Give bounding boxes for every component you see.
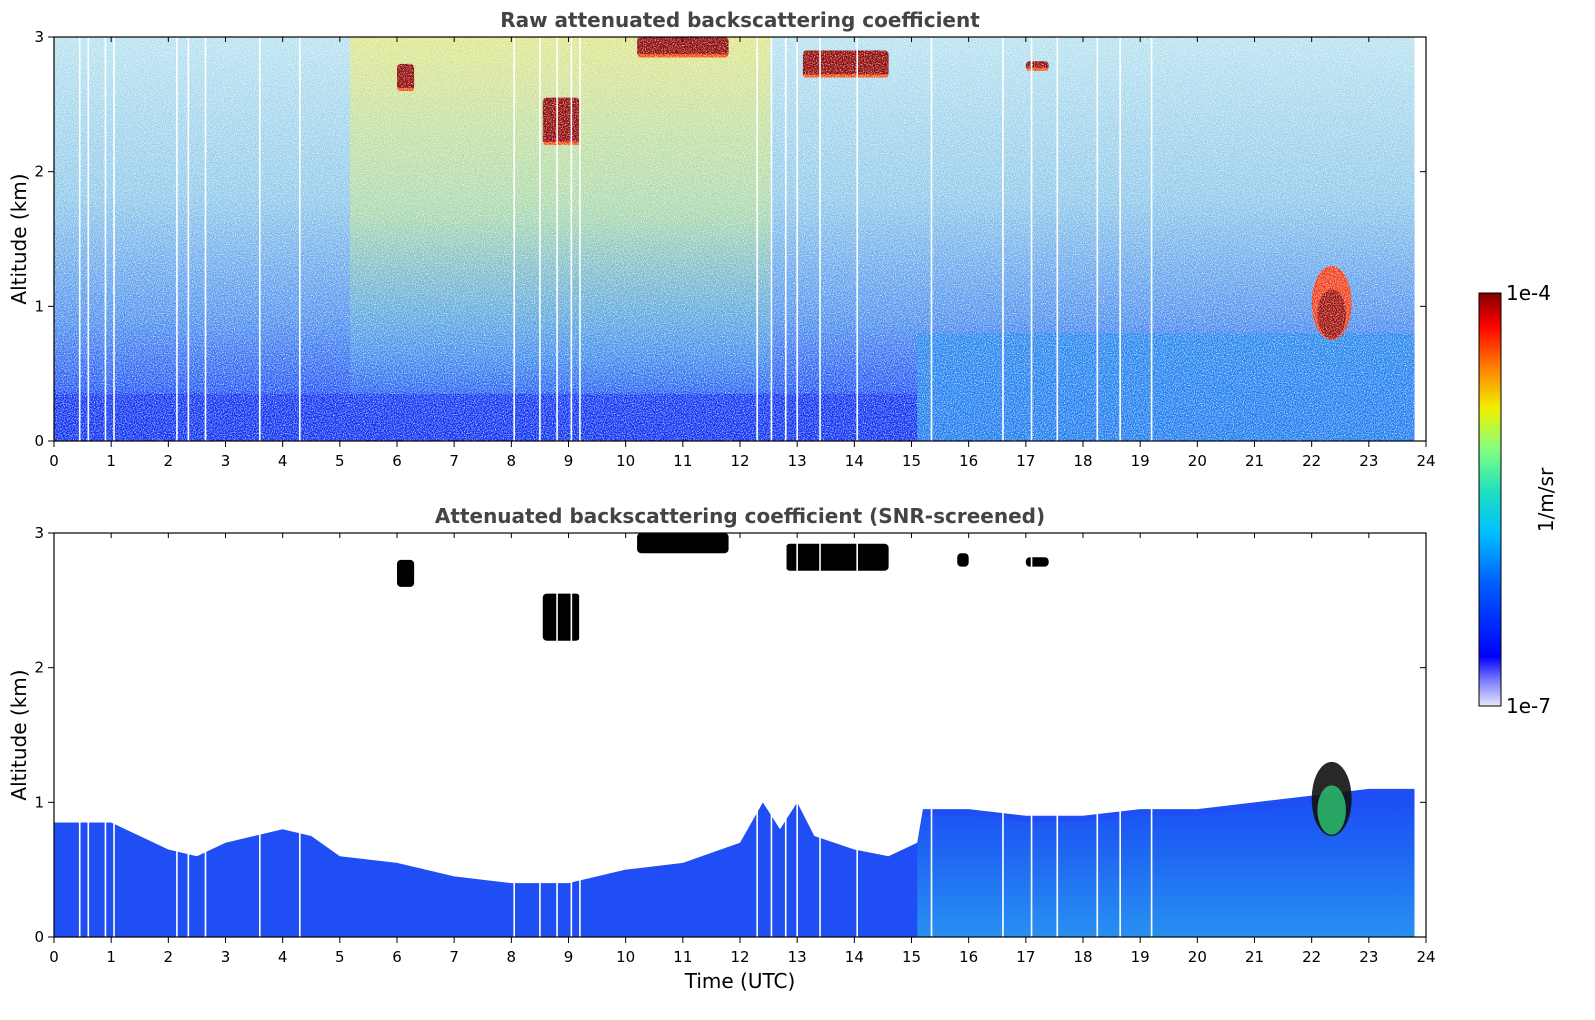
raw-backscatter-panel: Raw attenuated backscattering coefficien… bbox=[7, 8, 1436, 470]
x-tick-label: 11 bbox=[673, 948, 692, 966]
low-cloud-core bbox=[1317, 785, 1346, 835]
x-tick-label: 8 bbox=[507, 452, 517, 470]
x-tick-label: 1 bbox=[106, 948, 116, 966]
x-tick-label: 3 bbox=[221, 948, 231, 966]
x-tick-label: 15 bbox=[902, 948, 921, 966]
x-tick-label: 8 bbox=[507, 948, 517, 966]
x-tick-label: 5 bbox=[335, 948, 345, 966]
raw-panel-title: Raw attenuated backscattering coefficien… bbox=[500, 8, 980, 32]
x-tick-label: 18 bbox=[1073, 452, 1092, 470]
screened-panel-title: Attenuated backscattering coefficient (S… bbox=[435, 504, 1045, 528]
screened-no-data-region bbox=[1414, 533, 1426, 937]
x-tick-label: 2 bbox=[164, 452, 174, 470]
screened-backscatter-panel: Attenuated backscattering coefficient (S… bbox=[7, 504, 1436, 993]
x-tick-label: 22 bbox=[1302, 948, 1321, 966]
x-tick-label: 7 bbox=[449, 452, 459, 470]
y-tick-label: 1 bbox=[34, 297, 44, 315]
x-tick-label: 16 bbox=[959, 948, 978, 966]
x-tick-label: 6 bbox=[392, 452, 402, 470]
x-tick-label: 14 bbox=[845, 452, 864, 470]
y-tick-label: 2 bbox=[34, 659, 44, 677]
colorbar-max-label: 1e-4 bbox=[1506, 281, 1551, 305]
x-tick-label: 6 bbox=[392, 948, 402, 966]
x-tick-label: 9 bbox=[564, 452, 574, 470]
x-tick-label: 21 bbox=[1245, 948, 1264, 966]
x-tick-label: 14 bbox=[845, 948, 864, 966]
x-tick-label: 4 bbox=[278, 948, 288, 966]
x-tick-label: 15 bbox=[902, 452, 921, 470]
y-tick-label: 0 bbox=[34, 928, 44, 946]
x-tick-label: 10 bbox=[616, 452, 635, 470]
x-tick-label: 5 bbox=[335, 452, 345, 470]
colorbar-gradient bbox=[1478, 292, 1502, 707]
x-tick-label: 16 bbox=[959, 452, 978, 470]
x-tick-label: 0 bbox=[49, 948, 59, 966]
cloud-layer bbox=[542, 593, 580, 641]
x-tick-label: 23 bbox=[1359, 452, 1378, 470]
y-tick-label: 1 bbox=[34, 793, 44, 811]
y-tick-label: 3 bbox=[34, 28, 44, 46]
x-tick-label: 12 bbox=[730, 948, 749, 966]
x-tick-label: 17 bbox=[1016, 452, 1035, 470]
x-tick-label: 19 bbox=[1131, 948, 1150, 966]
raw-noise-speckle bbox=[54, 37, 1426, 441]
cloud-layer bbox=[1025, 557, 1049, 567]
x-tick-label: 23 bbox=[1359, 948, 1378, 966]
y-tick-label: 0 bbox=[34, 432, 44, 450]
x-tick-label: 3 bbox=[221, 452, 231, 470]
raw-y-axis-label: Altitude (km) bbox=[7, 173, 31, 304]
x-tick-label: 21 bbox=[1245, 452, 1264, 470]
cloud-layer bbox=[957, 553, 969, 567]
x-tick-label: 13 bbox=[788, 948, 807, 966]
x-tick-label: 18 bbox=[1073, 948, 1092, 966]
x-tick-label: 22 bbox=[1302, 452, 1321, 470]
y-tick-label: 3 bbox=[34, 524, 44, 542]
screened-boundary-layer-afternoon bbox=[917, 796, 1415, 937]
x-tick-label: 9 bbox=[564, 948, 574, 966]
colorbar: 1e-4 1e-7 1/m/sr bbox=[1478, 281, 1558, 718]
x-tick-label: 24 bbox=[1416, 452, 1435, 470]
y-tick-label: 2 bbox=[34, 163, 44, 181]
cloud-layer bbox=[785, 543, 889, 571]
x-tick-label: 12 bbox=[730, 452, 749, 470]
cloud-layer bbox=[397, 559, 415, 587]
x-tick-label: 0 bbox=[49, 452, 59, 470]
x-tick-label: 13 bbox=[788, 452, 807, 470]
x-tick-label: 4 bbox=[278, 452, 288, 470]
x-tick-label: 20 bbox=[1188, 948, 1207, 966]
cloud-layer bbox=[637, 533, 729, 554]
colorbar-min-label: 1e-7 bbox=[1506, 694, 1551, 718]
x-tick-label: 2 bbox=[164, 948, 174, 966]
x-tick-label: 10 bbox=[616, 948, 635, 966]
x-tick-label: 17 bbox=[1016, 948, 1035, 966]
x-axis-label: Time (UTC) bbox=[684, 969, 796, 993]
x-tick-label: 20 bbox=[1188, 452, 1207, 470]
x-tick-label: 11 bbox=[673, 452, 692, 470]
x-tick-label: 19 bbox=[1131, 452, 1150, 470]
colorbar-unit-label: 1/m/sr bbox=[1534, 467, 1558, 532]
x-tick-label: 24 bbox=[1416, 948, 1435, 966]
x-tick-label: 1 bbox=[106, 452, 116, 470]
raw-no-data-region bbox=[1414, 37, 1426, 441]
screened-y-axis-label: Altitude (km) bbox=[7, 669, 31, 800]
x-tick-label: 7 bbox=[449, 948, 459, 966]
